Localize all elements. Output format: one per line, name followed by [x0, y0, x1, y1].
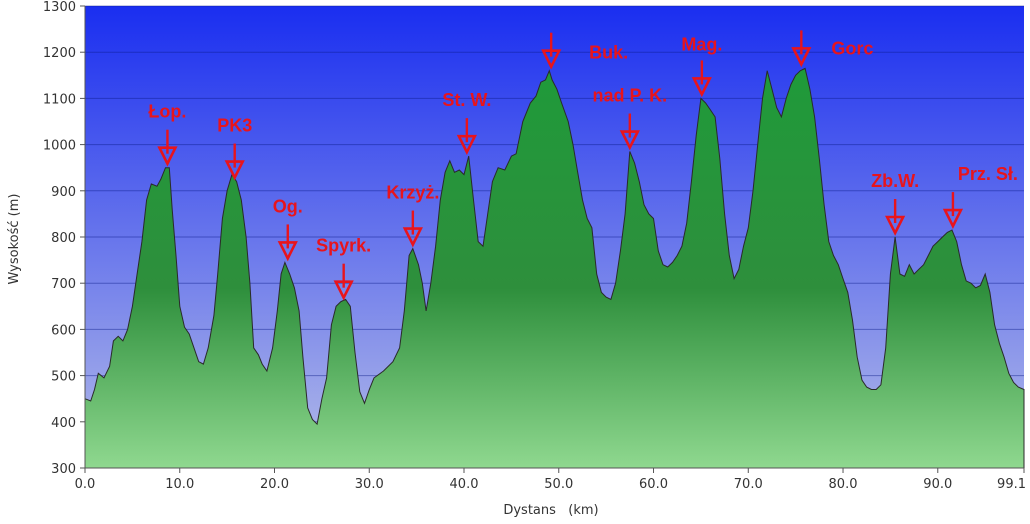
annotation-label: PK3: [217, 116, 252, 136]
x-tick-label: 99.1: [997, 477, 1026, 492]
annotation-label: Og.: [273, 196, 303, 216]
peak-annotation: nad P. K.: [592, 86, 667, 151]
annotation-arrow-head: [691, 77, 712, 98]
peak-annotation: Spyrk.: [316, 236, 371, 301]
peak-annotation: Łop.: [148, 102, 186, 167]
axes: 300 400 500 600 700 800 900 1000 1100 1200 1300 0.0…: [43, 0, 1026, 492]
x-tick-label: 30.0: [355, 477, 384, 492]
annotation-arrow-head: [402, 227, 423, 248]
x-tick-label: 0.0: [75, 477, 96, 492]
annotation-label: Krzyż.: [386, 183, 439, 203]
y-tick-label: 1000: [43, 139, 76, 154]
peak-annotation: St. W.: [442, 90, 491, 156]
annotation-arrow-head: [157, 146, 178, 167]
x-axis-title: Dystans (km): [503, 503, 598, 518]
x-tick-label: 50.0: [544, 477, 573, 492]
annotation-arrow-head: [541, 49, 562, 70]
y-tick-label: 900: [51, 185, 76, 200]
annotation-label: Łop.: [148, 102, 186, 122]
annotation-label: Prz. Sł.: [958, 164, 1018, 184]
y-tick-label: 800: [51, 231, 76, 246]
x-tick-label: 40.0: [450, 477, 479, 492]
y-axis-title: Wysokość (m): [7, 194, 22, 285]
x-tick-label: 60.0: [639, 477, 668, 492]
y-tick-label: 700: [51, 277, 76, 292]
y-tick-label: 1100: [43, 92, 76, 107]
annotation-label: Mag.: [681, 34, 722, 54]
annotation-arrow-head: [224, 160, 245, 181]
annotation-arrow-head: [333, 280, 354, 301]
peak-annotation: Prz. Sł.: [942, 164, 1018, 229]
x-tick-label: 20.0: [260, 477, 289, 492]
annotation-arrow-head: [456, 134, 477, 156]
annotation-label: St. W.: [442, 90, 491, 110]
peak-annotation: Buk.: [541, 32, 628, 70]
peak-annotation: Zb.W.: [871, 171, 919, 236]
x-tick-label: 10.0: [165, 477, 194, 492]
peak-annotation: Krzyż.: [386, 183, 439, 248]
x-tick-label: 80.0: [829, 477, 858, 492]
y-tick-label: 400: [51, 416, 76, 431]
annotations: Łop. PK3 Og. Spyrk. Krzyż. St. W. Buk. nad P. K…: [148, 30, 1018, 301]
y-tick-label: 600: [51, 323, 76, 338]
annotation-arrow-head: [885, 215, 906, 236]
annotation-label: Buk.: [589, 43, 628, 63]
peak-annotation: Mag.: [681, 34, 722, 98]
annotation-arrow-head: [942, 208, 964, 229]
peak-annotation: Gorc: [791, 30, 873, 68]
x-tick-label: 70.0: [734, 477, 763, 492]
peak-annotation: PK3: [217, 116, 252, 181]
x-tick-label: 90.0: [923, 477, 952, 492]
annotation-arrow-head: [277, 241, 298, 262]
y-tick-label: 1200: [43, 46, 76, 61]
y-tick-label: 300: [51, 462, 76, 477]
annotation-arrow-head: [619, 130, 640, 151]
y-tick-label: 1300: [43, 0, 76, 15]
annotation-label: Zb.W.: [871, 171, 919, 191]
annotation-label: nad P. K.: [592, 86, 667, 106]
annotation-label: Spyrk.: [316, 236, 371, 256]
annotation-arrow-head: [791, 47, 812, 68]
annotation-label: Gorc: [831, 38, 873, 58]
peak-annotation: Og.: [273, 196, 303, 262]
y-tick-label: 500: [51, 370, 76, 385]
